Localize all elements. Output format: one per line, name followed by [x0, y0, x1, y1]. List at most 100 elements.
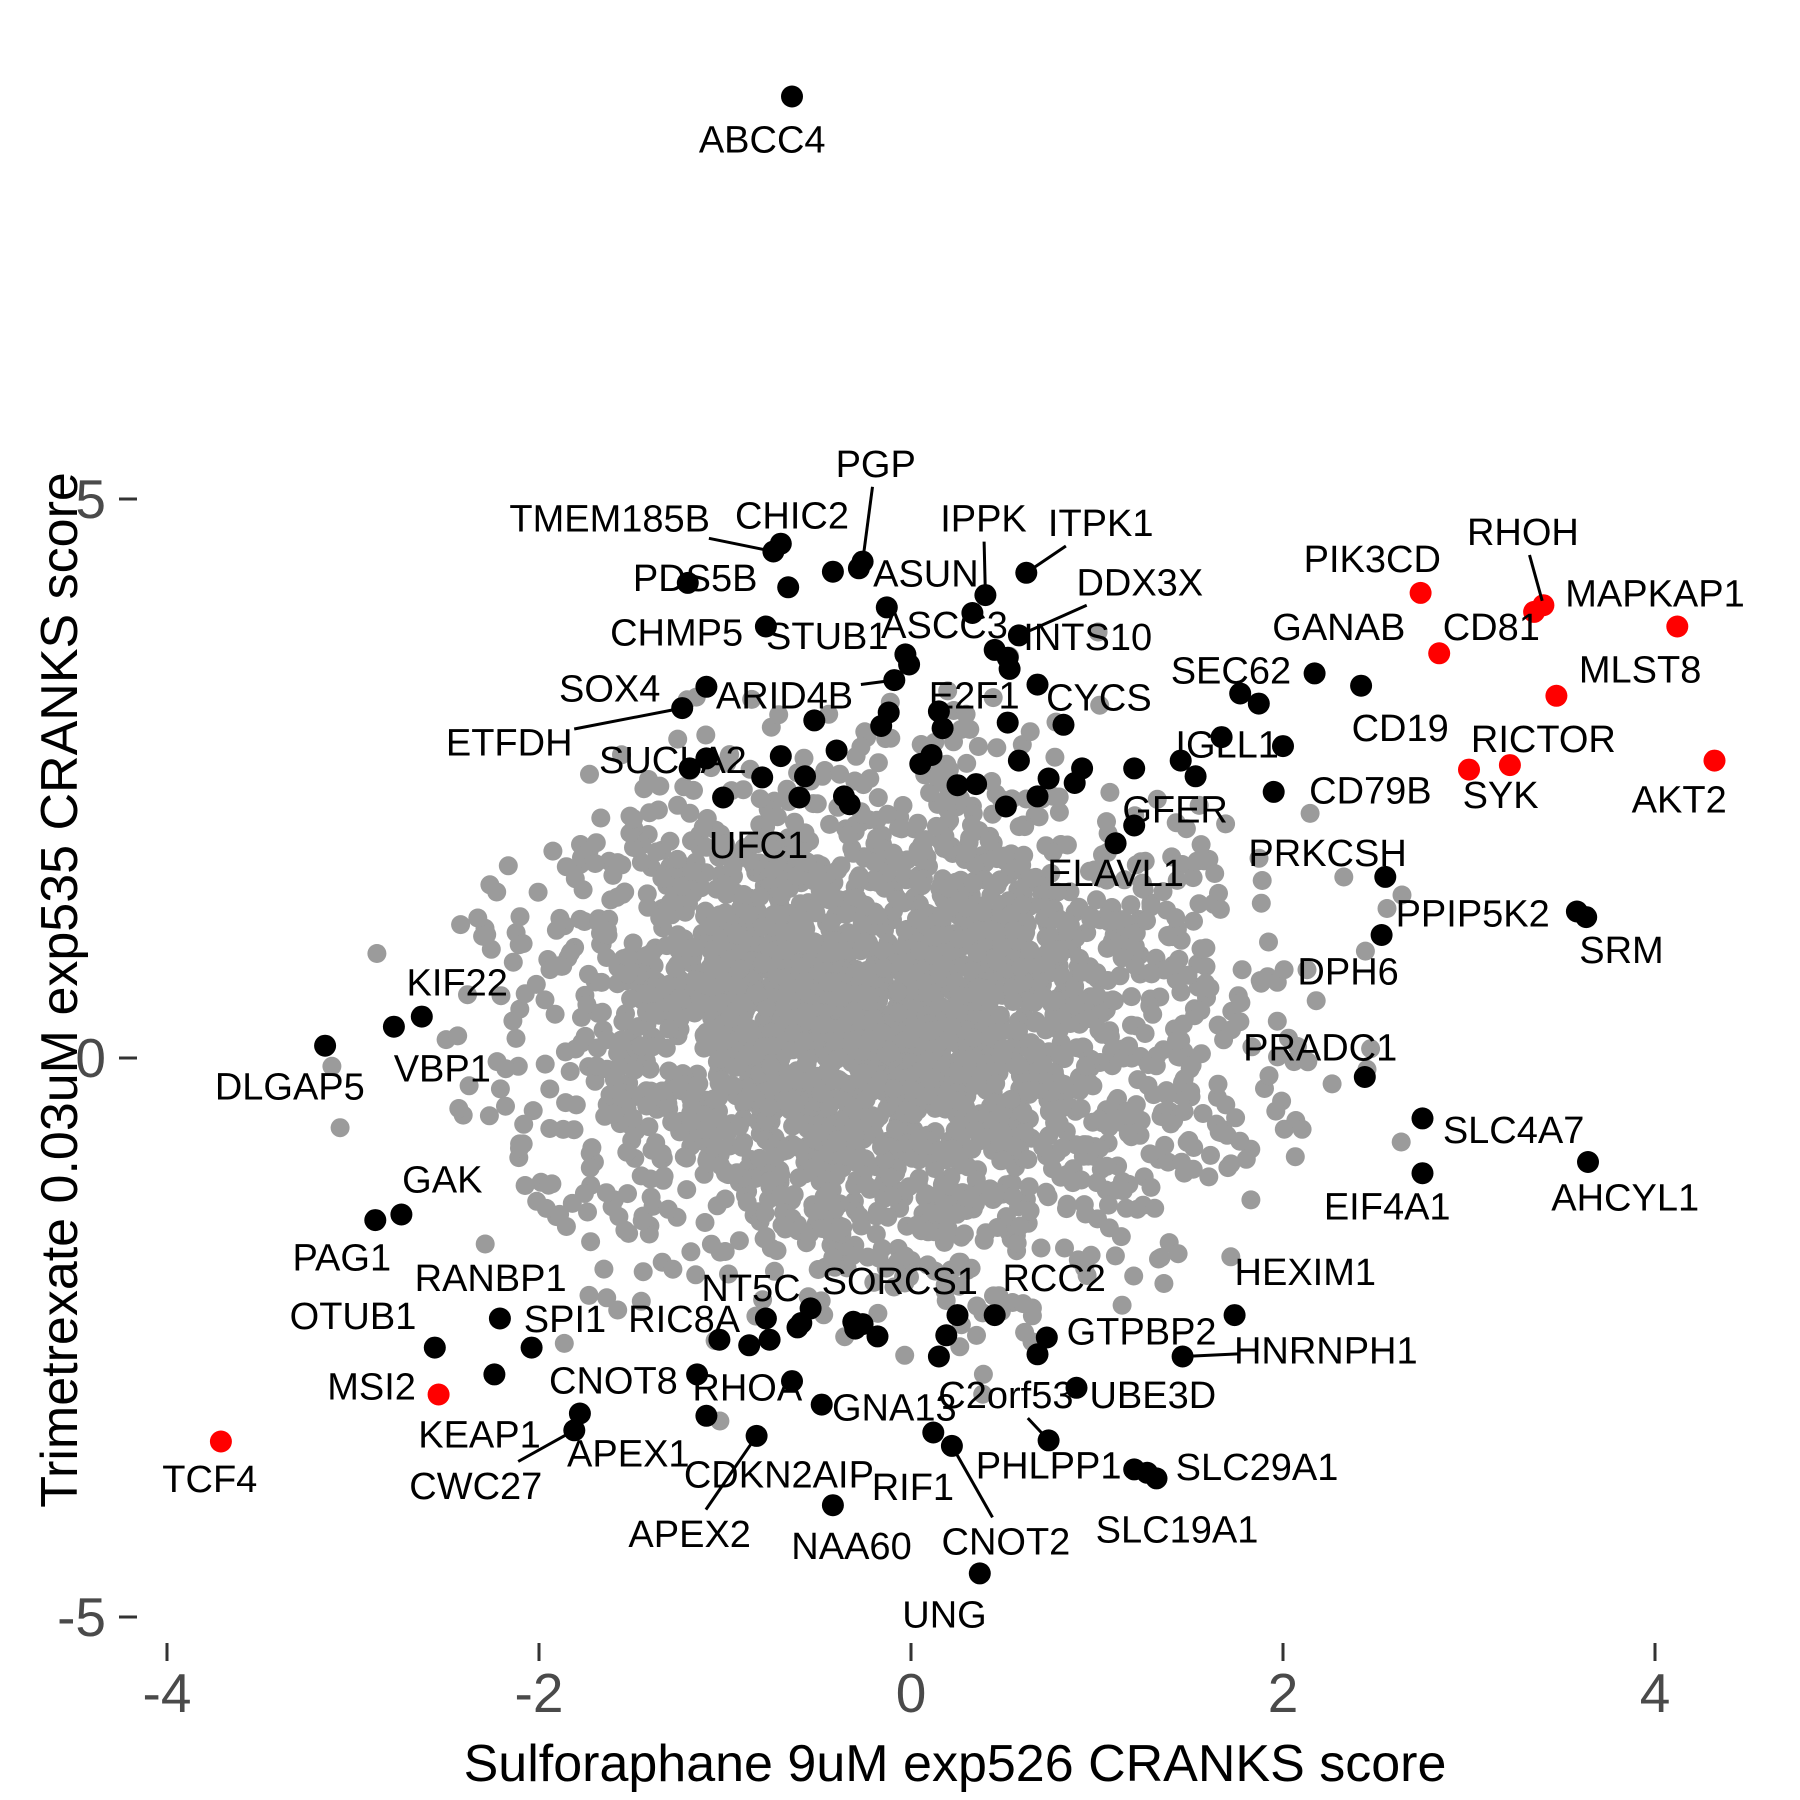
background-point: [760, 1171, 780, 1191]
gene-point-ranbp1: [488, 1307, 511, 1330]
background-point: [950, 986, 970, 1006]
gene-point-sucla2: [751, 766, 774, 789]
hit-point: [996, 711, 1019, 734]
background-point: [1250, 971, 1270, 991]
gene-label-ddx3x: DDX3X: [1076, 562, 1203, 604]
gene-point-pik3cd: [1409, 581, 1432, 604]
background-point: [938, 1219, 958, 1238]
background-point: [847, 888, 866, 908]
background-point: [820, 814, 840, 834]
background-point: [723, 858, 743, 878]
background-point: [617, 1142, 637, 1162]
gene-point-asun: [847, 557, 870, 580]
background-point: [1071, 1099, 1091, 1118]
gene-point-msi2: [427, 1383, 450, 1406]
hit-point: [1026, 785, 1049, 808]
hit-point: [909, 753, 932, 775]
background-point: [979, 831, 999, 851]
background-point: [579, 1285, 599, 1305]
background-point: [927, 767, 947, 787]
background-point: [1178, 965, 1198, 985]
background-point: [618, 1184, 637, 1204]
background-point: [1099, 1195, 1118, 1215]
background-point: [669, 940, 689, 960]
background-point: [1232, 960, 1252, 980]
background-point: [681, 1112, 701, 1132]
background-point: [953, 1154, 973, 1174]
background-point: [1043, 842, 1063, 862]
background-point: [1361, 1039, 1381, 1059]
background-point: [908, 813, 928, 833]
gene-label-prkcsh: PRKCSH: [1248, 833, 1406, 875]
background-point: [696, 1120, 716, 1140]
background-point: [575, 1027, 595, 1047]
background-point: [867, 828, 886, 848]
background-point: [739, 904, 759, 924]
gene-label-apex2: APEX2: [628, 1514, 751, 1556]
hit-point: [712, 786, 735, 809]
background-point: [510, 1138, 529, 1158]
background-point: [808, 1260, 828, 1279]
gene-label-cd19: CD19: [1352, 708, 1449, 750]
background-point: [1168, 1244, 1188, 1264]
gene-label-ppip5k2: PPIP5K2: [1396, 893, 1550, 935]
background-point: [503, 952, 523, 972]
gene-label-pds5b: PDS5B: [633, 558, 758, 600]
background-point: [1355, 941, 1375, 961]
gene-label-pradc1: PRADC1: [1243, 1028, 1397, 1070]
gene-label-ahcyl1: AHCYL1: [1551, 1177, 1699, 1219]
gene-point-ufc1: [788, 786, 811, 809]
background-point: [624, 838, 643, 857]
background-point: [983, 688, 1003, 708]
leader-line-arid4b: [860, 679, 888, 686]
background-point: [604, 1104, 623, 1124]
gene-label-ascc3: ASCC3: [881, 605, 1008, 647]
background-point: [833, 940, 853, 960]
background-point: [1266, 1101, 1286, 1121]
background-point: [869, 1248, 889, 1268]
background-point: [765, 1261, 784, 1281]
background-point: [909, 1168, 929, 1188]
background-point: [753, 917, 773, 937]
background-point: [869, 1107, 889, 1127]
background-point: [1014, 1104, 1034, 1124]
background-point: [727, 925, 747, 945]
background-point: [865, 853, 885, 872]
background-point: [917, 983, 937, 1003]
background-point: [884, 1079, 904, 1099]
background-point: [825, 1200, 845, 1219]
gene-point-ints10: [996, 646, 1019, 669]
background-point: [674, 777, 694, 797]
background-point: [1079, 1009, 1099, 1029]
gene-label-stub1: STUB1: [766, 616, 888, 658]
background-point: [934, 1140, 954, 1160]
background-point: [695, 1213, 715, 1232]
gene-point-gak: [390, 1203, 413, 1226]
gene-label-otub1: OTUB1: [290, 1296, 417, 1338]
background-point: [596, 1183, 616, 1203]
background-point: [850, 1206, 870, 1226]
background-point: [1019, 1177, 1039, 1197]
gene-point-hnrnph1: [1171, 1345, 1194, 1368]
background-point: [732, 1137, 752, 1157]
gene-label-chmp5: CHMP5: [610, 613, 743, 655]
gene-label-ganab: GANAB: [1272, 607, 1405, 649]
background-point: [587, 1056, 606, 1076]
gene-label-cwc27: CWC27: [409, 1466, 542, 1508]
background-point: [510, 907, 530, 927]
background-point: [632, 1211, 652, 1231]
background-point: [1191, 939, 1211, 959]
background-point: [1003, 920, 1023, 940]
background-point: [515, 1176, 535, 1195]
background-point: [578, 1202, 597, 1222]
background-point: [967, 1296, 987, 1316]
background-point: [1097, 812, 1116, 832]
gene-point-chmp5: [754, 615, 777, 638]
background-point: [1171, 982, 1191, 1002]
background-point: [1147, 789, 1167, 809]
gene-label-sorcs1: SORCS1: [822, 1261, 978, 1303]
hit-point: [758, 1328, 781, 1351]
gene-label-ric8a: RIC8A: [628, 1299, 741, 1341]
background-point: [556, 1217, 576, 1236]
background-point: [868, 788, 888, 808]
